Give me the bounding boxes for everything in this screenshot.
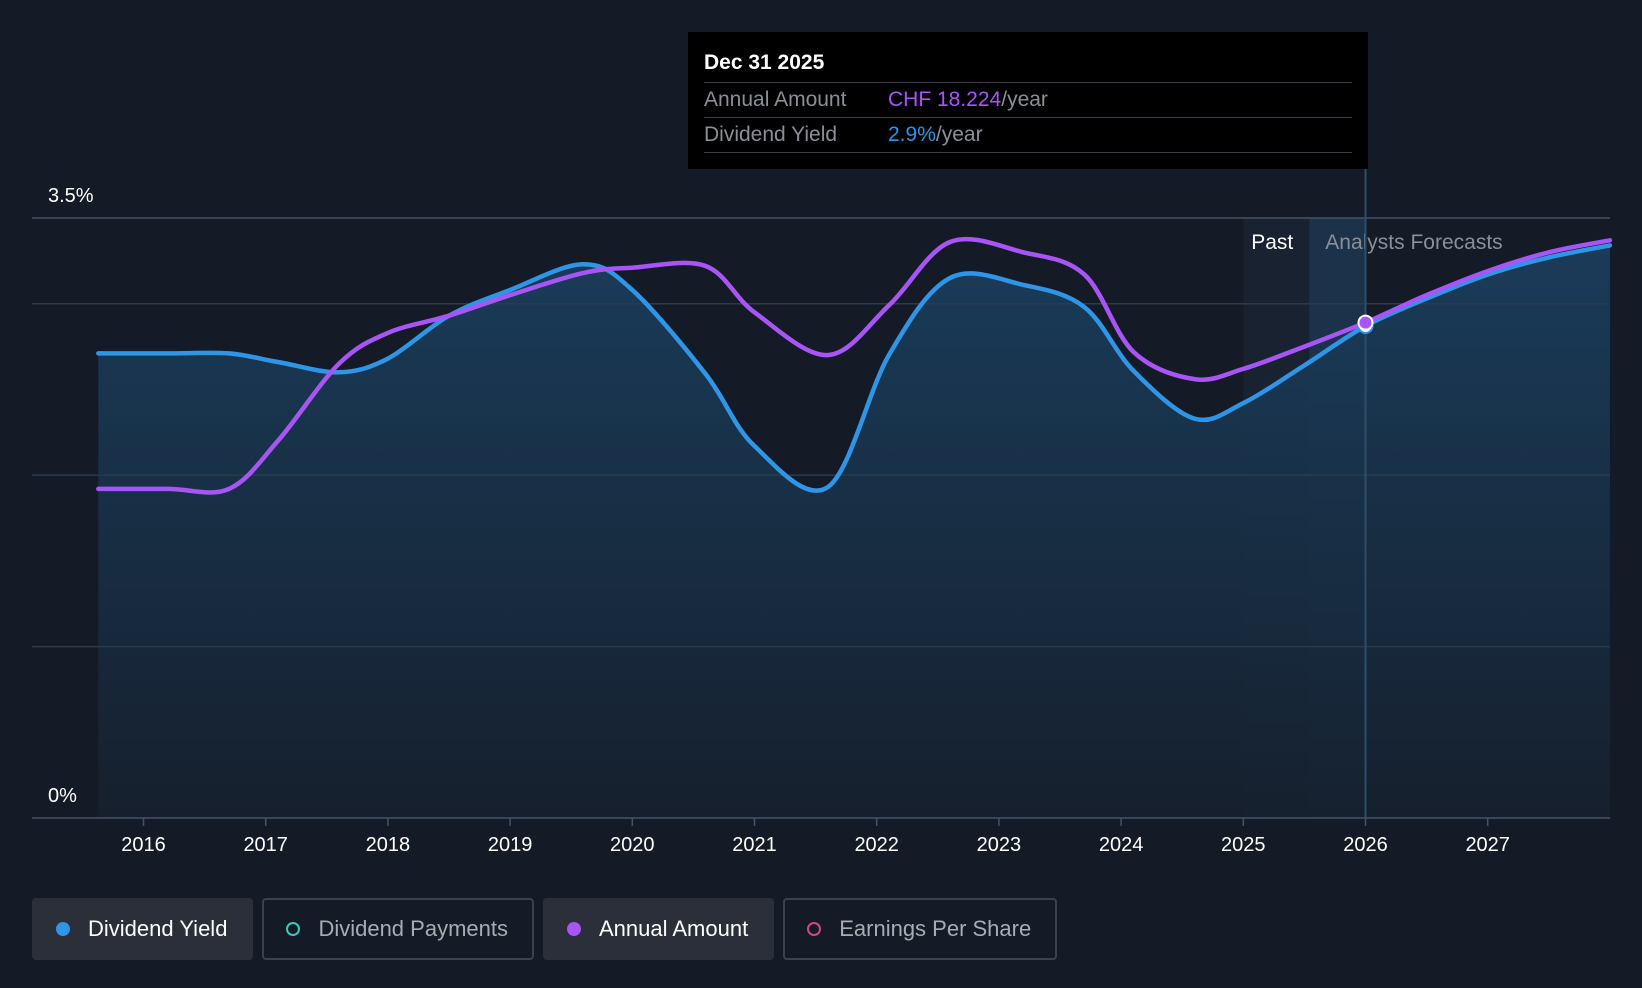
tooltip-date: Dec 31 2025: [704, 51, 825, 74]
y-axis-label-top: 3.5%: [48, 185, 94, 207]
tooltip-annual-value: CHF 18.224: [888, 88, 1002, 111]
legend-label: Dividend Yield: [88, 916, 228, 941]
x-tick-label: 2016: [121, 834, 166, 856]
past-label: Past: [1251, 231, 1293, 254]
legend-earnings-per-share[interactable]: Earnings Per Share: [783, 898, 1058, 960]
dividend-yield-line: [96, 243, 1613, 493]
x-tick-label: 2025: [1221, 834, 1266, 856]
x-tick-label: 2027: [1465, 834, 1510, 856]
ring-dot-icon: [286, 922, 301, 936]
y-axis-label-bottom: 0%: [48, 785, 77, 807]
tooltip-row-yield: Dividend Yield 2.9%/year: [704, 117, 1352, 153]
tooltip-annual-unit: /year: [1001, 88, 1048, 111]
x-tick-label: 2021: [732, 834, 777, 856]
filled-dot-icon: [566, 922, 581, 936]
x-tick-label: 2026: [1343, 834, 1388, 856]
forecast-label: Analysts Forecasts: [1325, 231, 1502, 254]
tooltip-yield-label: Dividend Yield: [704, 123, 838, 146]
chart-legend: Dividend Yield Dividend Payments Annual …: [32, 898, 1058, 960]
x-tick-label: 2022: [854, 834, 899, 856]
x-tick-label: 2019: [488, 834, 533, 856]
ring-dot-icon: [807, 922, 822, 936]
x-tick-label: 2023: [977, 834, 1022, 856]
legend-label: Annual Amount: [598, 916, 749, 941]
legend-dividend-payments[interactable]: Dividend Payments: [262, 898, 534, 960]
legend-label: Earnings Per Share: [839, 916, 1032, 941]
chart-tooltip: Dec 31 2025 Annual Amount CHF 18.224/yea…: [688, 32, 1368, 169]
annual-marker: [1357, 314, 1374, 331]
legend-label: Dividend Payments: [318, 916, 508, 941]
x-tick-label: 2020: [610, 834, 655, 856]
legend-dividend-yield[interactable]: Dividend Yield: [32, 898, 254, 960]
filled-dot-icon: [56, 922, 70, 936]
x-tick-label: 2024: [1099, 834, 1144, 856]
legend-annual-amount[interactable]: Annual Amount: [542, 898, 775, 960]
x-tick-label: 2018: [366, 834, 411, 856]
annual-amount-line: [96, 236, 1613, 495]
tooltip-yield-value: 2.9%: [888, 123, 936, 146]
tooltip-row-annual: Annual Amount CHF 18.224/year: [704, 82, 1352, 117]
tooltip-yield-unit: /year: [935, 123, 983, 146]
tooltip-annual-label: Annual Amount: [704, 88, 847, 111]
x-tick-label: 2017: [243, 834, 288, 856]
dividend-yield-area: [98, 245, 1610, 818]
